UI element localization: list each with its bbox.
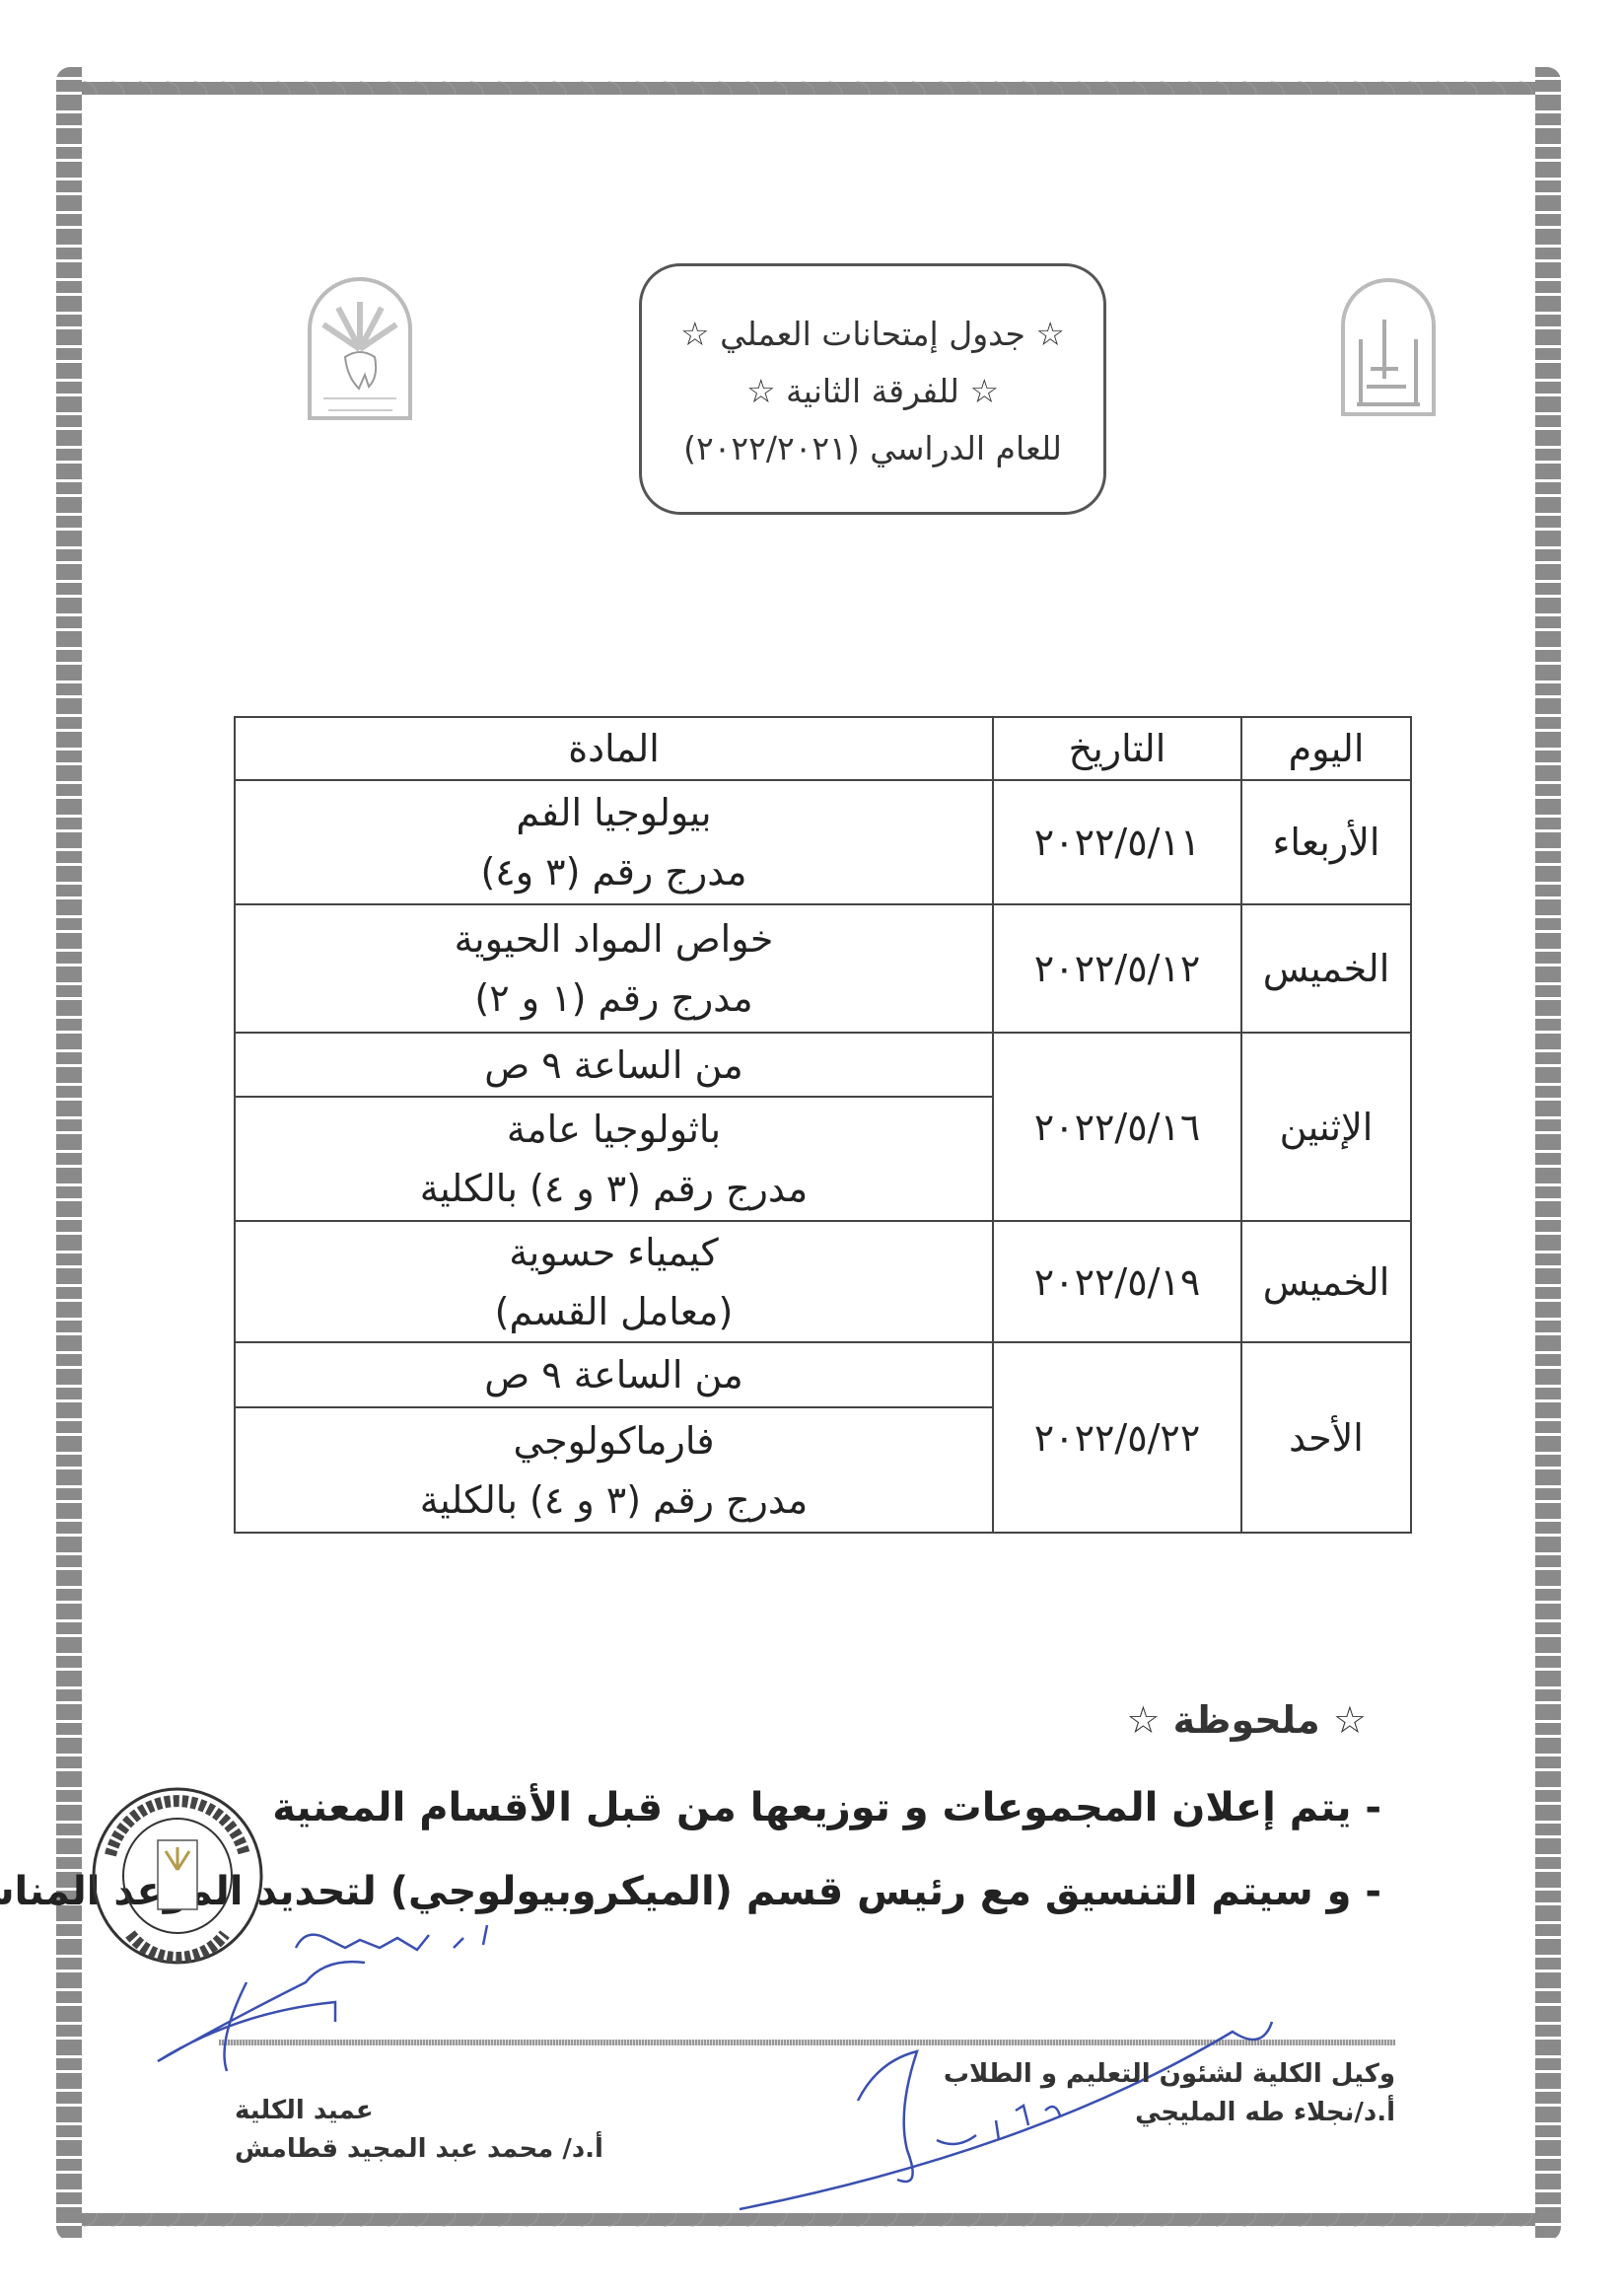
page-border-left [56,67,82,2241]
dean-name: أ.د/ محمد عبد المجيد قطامش [235,2134,603,2164]
day-cell: الإثنين [1240,1032,1412,1222]
dean-title: عميد الكلية [235,2096,374,2125]
day-cell: الأربعاء [1240,779,1412,905]
date-cell: ٢٠٢٢/٥/١٩ [992,1220,1242,1343]
faculty-logo [304,270,416,424]
day-cell: الخميس [1240,903,1412,1034]
subject-cell: كيمياء حسوية (معامل القسم) [234,1220,994,1343]
subject-cell: باثولوجيا عامة مدرج رقم (٣ و ٤) بالكلية [234,1096,994,1222]
exam-schedule-table: اليوم التاريخ المادة الأربعاء ٢٠٢٢/٥/١١ … [234,716,1412,1534]
title-box: ☆ جدول إمتحانات العملي ☆ ☆ للفرقة الثاني… [639,263,1106,515]
signature-divider [219,2040,1395,2045]
subject-location: مدرج رقم (٣ و ٤) بالكلية [419,1167,809,1210]
page-border-right [1535,67,1561,2241]
subject-name: كيمياء حسوية [509,1230,719,1274]
day-cell: الخميس [1240,1220,1412,1343]
subject-cell: فارماكولوجي مدرج رقم (٣ و ٤) بالكلية [234,1406,994,1534]
note-item: - يتم إعلان المجموعات و توزيعها من قبل ا… [272,1785,1381,1830]
subject-location: مدرج رقم (١ و ٢) [474,976,753,1020]
official-stamp [91,1786,264,1966]
subject-location: مدرج رقم (٣ و٤) [480,850,747,894]
header-subject: المادة [234,716,994,781]
subject-name: باثولوجيا عامة [506,1108,722,1151]
time-cell: من الساعة ٩ ص [234,1032,994,1098]
subject-name: بيولوجيا الفم [516,791,712,834]
subject-cell: بيولوجيا الفم مدرج رقم (٣ و٤) [234,779,994,905]
date-cell: ٢٠٢٢/٥/١٢ [992,903,1242,1034]
time-cell: من الساعة ٩ ص [234,1341,994,1408]
day-cell: الأحد [1240,1341,1412,1534]
subject-cell: خواص المواد الحيوية مدرج رقم (١ و ٢) [234,903,994,1034]
date-cell: ٢٠٢٢/٥/١٦ [992,1032,1242,1222]
table-row: الأحد ٢٠٢٢/٥/٢٢ من الساعة ٩ ص [234,1341,1412,1534]
title-line-1: ☆ جدول إمتحانات العملي ☆ [680,315,1065,353]
table-row: الخميس ٢٠٢٢/٥/١٢ خواص المواد الحيوية مدر… [234,903,1412,1034]
subject-name: خواص المواد الحيوية [454,917,774,961]
table-row: الإثنين ٢٠٢٢/٥/١٦ من الساعة ٩ ص [234,1032,1412,1222]
table-row: الأربعاء ٢٠٢٢/٥/١١ بيولوجيا الفم مدرج رق… [234,779,1412,905]
subject-location: مدرج رقم (٣ و ٤) بالكلية [419,1477,809,1522]
subject-name: فارماكولوجي [513,1418,715,1463]
date-cell: ٢٠٢٢/٥/٢٢ [992,1341,1242,1534]
table-header-row: اليوم التاريخ المادة [234,716,1412,781]
page-border-top [56,67,1561,95]
title-line-3: للعام الدراسي (٢٠٢٢/٢٠٢١) [683,429,1062,467]
vice-dean-title: وكيل الكلية لشئون التعليم و الطلاب [943,2059,1395,2089]
header-day: اليوم [1240,716,1412,781]
title-line-2: ☆ للفرقة الثانية ☆ [745,372,1000,410]
table-row-sub: فارماكولوجي مدرج رقم (٣ و ٤) بالكلية [234,1406,1411,1534]
subject-location: (معامل القسم) [494,1289,734,1333]
header-date: التاريخ [992,716,1242,781]
vice-dean-name: أ.د/نجلاء طه المليجي [1135,2098,1395,2127]
date-cell: ٢٠٢٢/٥/١١ [992,779,1242,905]
table-row: الخميس ٢٠٢٢/٥/١٩ كيمياء حسوية (معامل الق… [234,1220,1412,1343]
university-logo [1337,270,1440,418]
notes-heading: ☆ ملحوظة ☆ [1126,1698,1367,1742]
table-row-sub: باثولوجيا عامة مدرج رقم (٣ و ٤) بالكلية [234,1096,1411,1222]
